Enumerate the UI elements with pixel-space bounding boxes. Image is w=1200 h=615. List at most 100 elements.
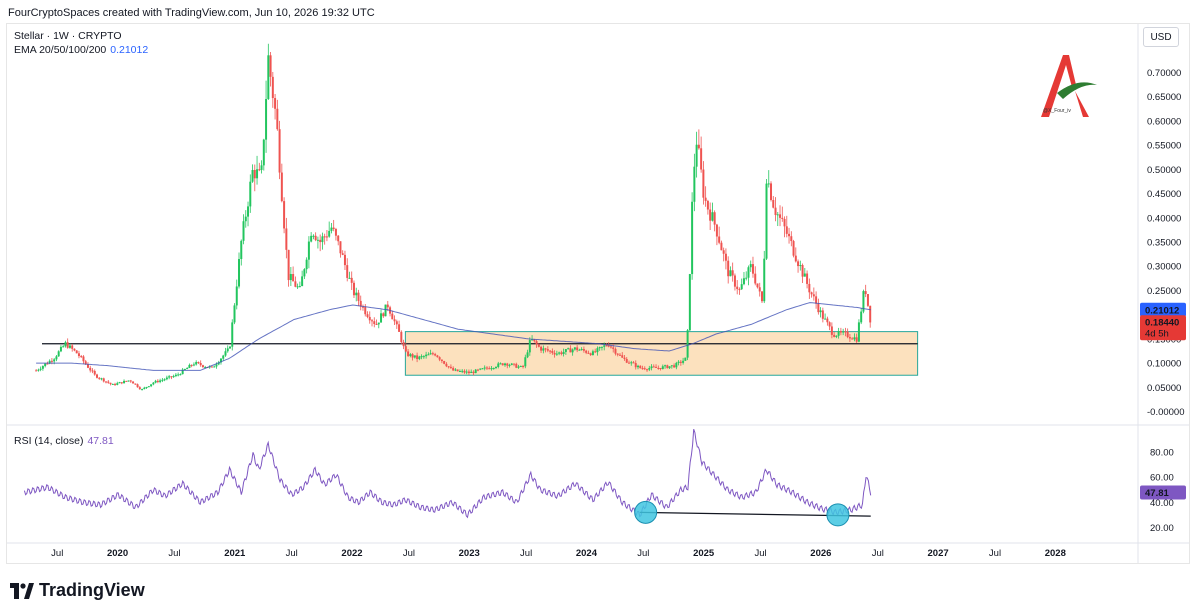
candle-body [806,273,809,284]
candle-body [600,346,603,348]
chart-header-text: FourCryptoSpaces created with TradingVie… [8,7,375,19]
ema-legend[interactable]: EMA 20/50/100/200 0.21012 [14,44,148,56]
candle-body [754,273,757,284]
candle-body [824,318,827,320]
candle-body [664,365,667,367]
candle-body [551,350,554,353]
time-axis-tick-label: Jul [286,548,298,559]
candle-body [364,306,367,315]
candle-body [143,387,146,390]
candle-body [93,370,96,375]
candle-body [720,242,723,251]
candle-body [418,356,421,360]
candle-body [368,316,371,321]
candle-body [860,311,863,323]
candle-body [630,362,633,364]
candle-body [150,384,153,387]
candle-body [161,379,164,381]
candle-body [851,338,854,340]
candle-body [116,383,119,385]
price-axis-tick-label: 0.25000 [1147,286,1181,297]
candle-body [188,364,191,368]
candle-body [310,235,313,242]
candle-body [125,380,128,382]
candle-body [280,172,283,202]
candle-body [330,227,333,231]
candle-body [292,274,295,282]
time-axis-tick-label: 2026 [810,548,831,559]
time-axis-tick-label: 2027 [928,548,949,559]
candle-body [44,363,47,367]
candle-body [648,368,651,370]
candle-body [522,365,525,367]
candle-body [179,374,182,376]
candle-body [114,383,117,385]
candle-body [314,235,317,241]
tradingview-brand: TradingView [39,580,145,600]
candle-body [134,383,137,385]
candle-body [799,265,802,267]
symbol-legend-title[interactable]: Stellar · 1W · CRYPTO [14,30,122,42]
candle-body [657,367,660,369]
candle-body [386,304,389,308]
candle-body [303,269,306,277]
candle-body [711,212,714,221]
candle-body [702,169,705,198]
candle-body [585,350,588,353]
candle-body [817,303,820,313]
candle-body [107,381,110,383]
candle-body [835,335,838,337]
candle-body [289,274,292,281]
currency-button[interactable]: USD [1143,27,1179,47]
candle-body [95,374,98,378]
candle-body [294,281,297,287]
candle-body [183,369,186,371]
candle-body [443,361,446,364]
candle-body [760,291,763,302]
candle-body [497,363,500,368]
candle-body [479,368,482,370]
candle-body [278,129,281,173]
candle-body [138,387,141,390]
candle-body [276,108,279,130]
candle-body [751,264,754,274]
candle-body [616,353,619,355]
last-price-badge-bg [1140,315,1186,341]
candle-body [614,348,617,354]
candle-body [634,363,637,368]
time-axis-tick-label: Jul [51,548,63,559]
candle-body [609,346,612,348]
candle-body [693,166,696,202]
candle-body [675,362,678,368]
candle-body [86,364,89,368]
rsi-axis-tick-label: 20.00 [1150,523,1174,534]
time-axis-tick-label: 2021 [224,548,246,559]
price-axis-tick-label: 0.60000 [1147,116,1181,127]
candle-body [233,305,236,323]
candle-body [666,365,669,369]
candle-body [402,342,405,347]
candle-body [546,349,549,351]
candle-body [431,353,434,355]
candle-body [673,365,676,368]
candle-body [537,344,540,347]
candle-body [788,233,791,237]
candle-body [770,183,773,201]
candle-body [111,383,114,385]
tradingview-logo[interactable]: TradingView [10,580,145,601]
candle-body [528,340,531,353]
candle-body [729,270,732,277]
author-logo [1041,55,1097,117]
candle-body [177,374,180,376]
candle-body [152,382,155,385]
candle-body [118,382,121,384]
candle-body [481,368,484,370]
candle-body [201,365,204,368]
candle-body [625,358,628,363]
ema-price-badge-bg [1140,302,1186,317]
candle-body [452,367,455,371]
candle-body [650,366,653,369]
candle-body [467,371,470,374]
rsi-legend[interactable]: RSI (14, close) 47.81 [14,435,114,447]
